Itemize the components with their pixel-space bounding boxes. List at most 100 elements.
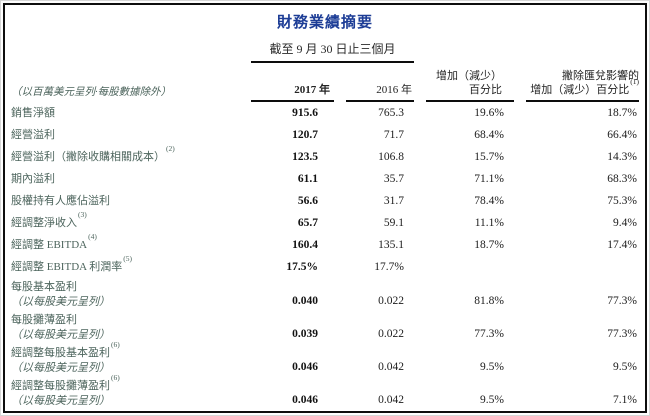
row-label-text: 經調整每股攤薄盈利 — [11, 380, 110, 392]
table-row: 期內溢利 61.1 35.7 71.1% 68.3% — [11, 168, 639, 190]
row-label: 經營溢利（撇除收購相關成本）(2) — [11, 145, 239, 165]
column-header-2017: 2017 年 — [251, 83, 334, 102]
value-fx-adjusted-pct: 75.3% — [607, 195, 637, 207]
value-fx-adjusted-pct: 17.4% — [607, 239, 637, 251]
footnote-marker: (2) — [166, 144, 175, 154]
row-sublabel: （以每股美元呈列） — [11, 362, 110, 374]
table-body: 銷售淨額 915.6 765.3 19.6% 18.7% 經營溢利 120.7 … — [11, 102, 639, 410]
value-fx-adjusted-pct: 9.5% — [613, 361, 637, 373]
row-label-text: 每股基本盈利 — [11, 281, 77, 293]
value-change-pct: 68.4% — [474, 129, 504, 141]
value-2016: 31.7 — [383, 195, 404, 207]
row-label-text: 經營溢利（撇除收購相關成本） — [11, 151, 165, 163]
column-header-change-line2: 百分比 — [469, 84, 502, 96]
value-change-pct: 71.1% — [474, 173, 504, 185]
value-2016: 71.7 — [383, 129, 404, 141]
column-header-fx: 撇除匯兌影響的 增加（減少）百分比(1) — [526, 69, 639, 102]
value-2017: 0.039 — [292, 328, 318, 340]
column-header-change: 增加（減少） 百分比 — [426, 69, 514, 102]
footnote-marker: (5) — [123, 254, 132, 264]
value-2017: 0.046 — [292, 361, 318, 373]
value-2017: 120.7 — [292, 129, 318, 141]
value-2016: 0.022 — [378, 328, 404, 340]
row-label-text: 股權持有人應佔溢利 — [11, 195, 110, 207]
row-label-text: 每股攤薄盈利 — [11, 314, 77, 326]
row-label: 經調整每股攤薄盈利(6) （以每股美元呈列） — [11, 374, 239, 408]
page-title: 財務業績摘要 — [276, 15, 373, 31]
value-fx-adjusted-pct: 66.4% — [607, 129, 637, 141]
column-header-fx-line1: 撇除匯兌影響的 — [562, 70, 639, 82]
value-2017: 17.5% — [286, 261, 318, 273]
row-label: 期內溢利 — [11, 172, 239, 187]
table-row: 股權持有人應佔溢利 56.6 31.7 78.4% 75.3% — [11, 190, 639, 212]
value-change-pct: 11.1% — [474, 217, 504, 229]
table-frame: 財務業績摘要 截至 9 月 30 日止三個月 （以百萬美元呈列·每股數據除外） … — [3, 3, 647, 413]
value-2017: 61.1 — [297, 173, 318, 185]
period-label: 截至 9 月 30 日止三個月 — [251, 40, 414, 63]
value-2017: 123.5 — [292, 151, 318, 163]
row-label: 經調整 EBITDA(4) — [11, 233, 239, 253]
value-change-pct: 19.6% — [474, 107, 504, 119]
table-row: 經調整 EBITDA(4) 160.4 135.1 18.7% 17.4% — [11, 233, 639, 256]
table-row: 經營溢利（撇除收購相關成本）(2) 123.5 106.8 15.7% 14.3… — [11, 145, 639, 168]
row-label: 經營溢利 — [11, 128, 239, 143]
row-label: 每股攤薄盈利 （以每股美元呈列） — [11, 313, 239, 342]
value-change-pct: 78.4% — [474, 195, 504, 207]
footnote-marker: (4) — [88, 232, 97, 242]
column-header-change-line1: 增加（減少） — [436, 70, 502, 82]
column-header-fx-line2: 增加（減少）百分比(1) — [526, 78, 639, 97]
value-change-pct: 9.5% — [480, 394, 504, 406]
row-label-text: 銷售淨額 — [11, 107, 55, 119]
footnote-marker-1: (1) — [630, 77, 639, 87]
value-2016: 59.1 — [383, 217, 404, 229]
row-sublabel: （以每股美元呈列） — [11, 329, 110, 341]
value-fx-adjusted-pct: 77.3% — [607, 295, 637, 307]
row-label-text: 經營溢利 — [11, 129, 55, 141]
value-2017: 65.7 — [297, 217, 318, 229]
row-label: 股權持有人應佔溢利 — [11, 194, 239, 209]
value-2017: 0.040 — [292, 295, 318, 307]
value-2016: 17.7% — [374, 261, 404, 273]
value-fx-adjusted-pct: 68.3% — [607, 173, 637, 185]
column-header-2016-label: 2016 年 — [376, 84, 412, 96]
value-2016: 0.042 — [378, 361, 404, 373]
row-label-text: 經調整淨收入 — [11, 217, 77, 229]
period-header-row: 截至 9 月 30 日止三個月 — [11, 40, 639, 63]
value-2016: 106.8 — [378, 151, 404, 163]
table-row: 銷售淨額 915.6 765.3 19.6% 18.7% — [11, 102, 639, 124]
row-label-text: 期內溢利 — [11, 173, 55, 185]
value-change-pct: 9.5% — [480, 361, 504, 373]
table-row: 每股攤薄盈利 （以每股美元呈列） 0.039 0.022 77.3% 77.3% — [11, 311, 639, 344]
value-2016: 0.022 — [378, 295, 404, 307]
value-2017: 0.046 — [292, 394, 318, 406]
value-2017: 160.4 — [292, 239, 318, 251]
table-row: 經調整每股基本盈利(6) （以每股美元呈列） 0.046 0.042 9.5% … — [11, 341, 639, 377]
row-label: 銷售淨額 — [11, 106, 239, 121]
row-label: 經調整淨收入(3) — [11, 211, 239, 231]
row-label-text: 經調整 EBITDA 利潤率 — [11, 261, 123, 273]
value-2016: 765.3 — [378, 107, 404, 119]
value-fx-adjusted-pct: 18.7% — [607, 107, 637, 119]
value-change-pct: 15.7% — [474, 151, 504, 163]
table-row: 經調整 EBITDA 利潤率(5) 17.5% 17.7% — [11, 255, 639, 278]
value-fx-adjusted-pct: 77.3% — [607, 328, 637, 340]
value-fx-adjusted-pct: 14.3% — [607, 151, 637, 163]
value-2016: 35.7 — [383, 173, 404, 185]
value-fx-adjusted-pct: 7.1% — [613, 394, 637, 406]
column-header-fx-line2-text: 增加（減少）百分比 — [530, 84, 630, 96]
row-label: 經調整每股基本盈利(6) （以每股美元呈列） — [11, 341, 239, 375]
table-row: 經調整每股攤薄盈利(6) （以每股美元呈列） 0.046 0.042 9.5% … — [11, 374, 639, 410]
value-2016: 0.042 — [378, 394, 404, 406]
footnote-marker: (6) — [111, 340, 120, 350]
value-2017: 56.6 — [297, 195, 318, 207]
value-change-pct: 18.7% — [474, 239, 504, 251]
row-sublabel: （以每股美元呈列） — [11, 296, 110, 308]
footnote-marker: (6) — [111, 373, 120, 383]
row-label: 經調整 EBITDA 利潤率(5) — [11, 255, 239, 275]
value-2017: 915.6 — [292, 107, 318, 119]
row-label-text: 經調整 EBITDA — [11, 239, 88, 251]
column-header-row: （以百萬美元呈列·每股數據除外） 2017 年 2016 年 增加（減少） 百分… — [11, 69, 639, 102]
units-note: （以百萬美元呈列·每股數據除外） — [11, 87, 172, 98]
row-sublabel: （以每股美元呈列） — [11, 395, 110, 407]
